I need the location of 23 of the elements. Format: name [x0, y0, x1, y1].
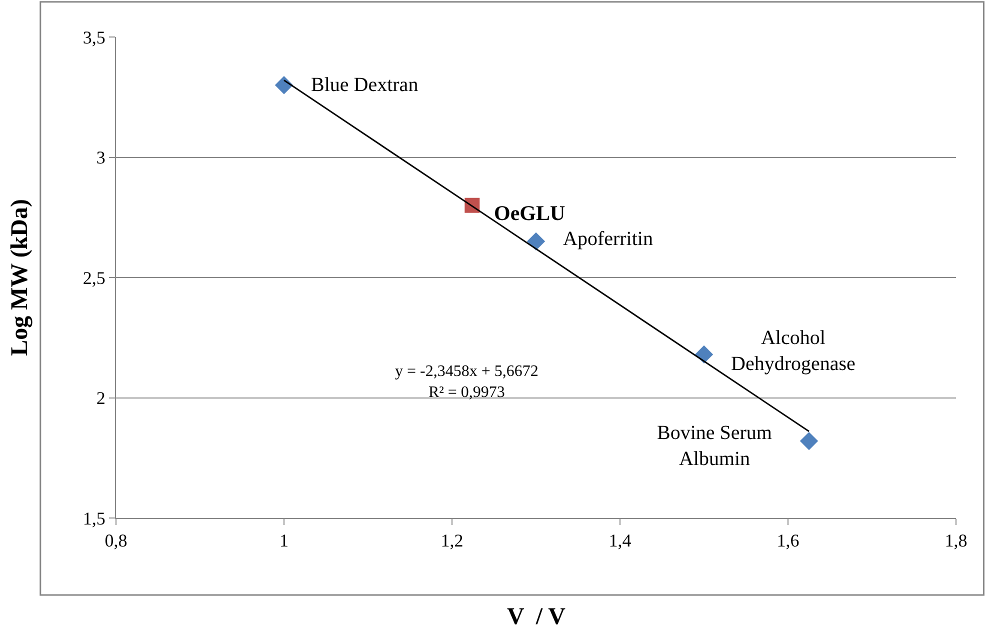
x-tick-label: 1,8: [944, 530, 968, 551]
y-tick-label: 3,5: [82, 27, 106, 48]
y-tick-label: 2,5: [82, 268, 106, 288]
y-axis-title: Log MW (kDa): [6, 199, 33, 356]
point: [694, 345, 714, 364]
x-tick-label: 0,8: [104, 530, 128, 551]
y-tick-label: 1,5: [82, 508, 106, 528]
y-tick-label: 3: [96, 148, 106, 168]
annotation: OeGLU: [494, 201, 566, 225]
annotation: Apoferritin: [563, 228, 653, 250]
y-tick-label: 2: [96, 388, 106, 408]
point: [274, 76, 294, 94]
point: [526, 232, 546, 251]
x-tick-label: 1,4: [608, 530, 632, 551]
x-tick-label: 1: [280, 530, 288, 551]
annotation: Bovine Serum Albumin: [657, 422, 772, 470]
x-tick-label: 1,6: [776, 530, 800, 551]
point: [800, 432, 818, 450]
annotation: Alcohol Dehydrogenase: [731, 327, 856, 375]
annotation: y = -2,3458x + 5,6672 R² = 0,9973: [395, 363, 538, 401]
x-tick-label: 1,2: [440, 530, 464, 551]
x-axis-title: V / V: [507, 604, 566, 630]
annotation: Blue Dextran: [311, 74, 418, 96]
